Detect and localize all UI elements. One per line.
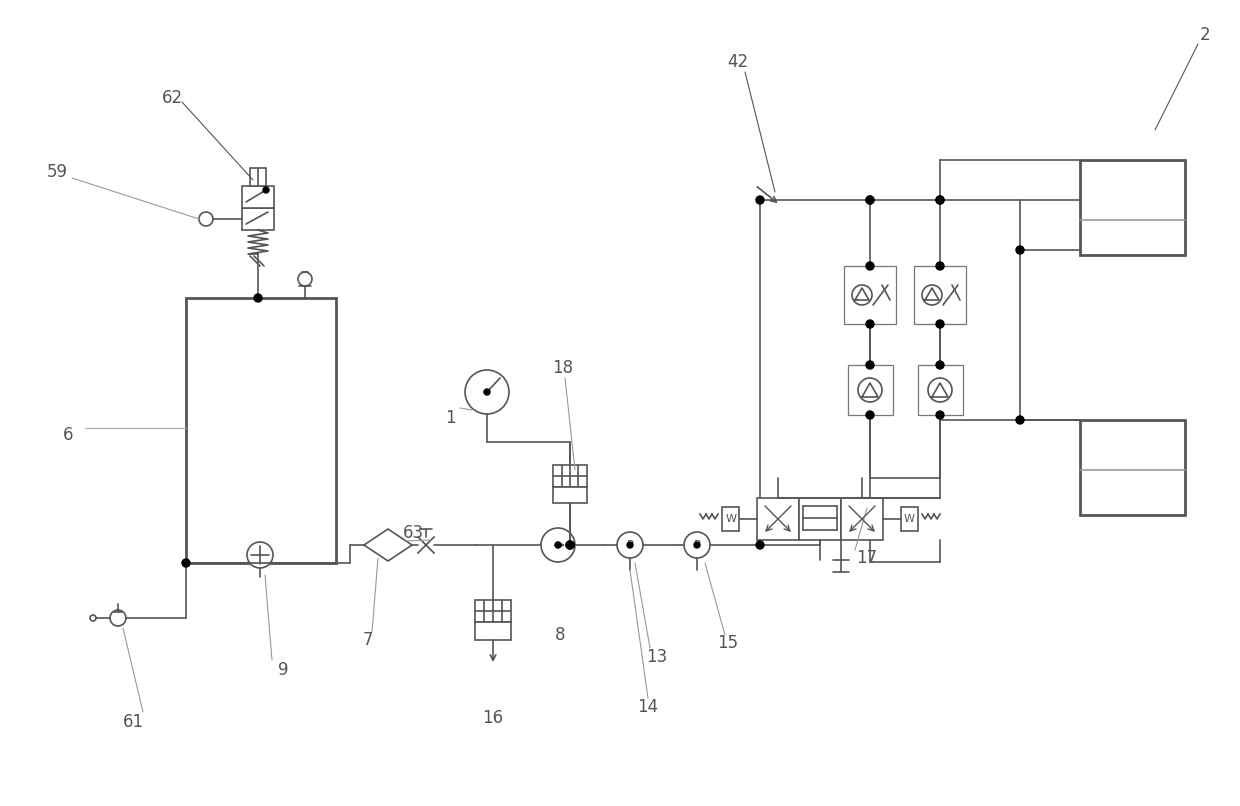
- Circle shape: [618, 532, 644, 558]
- Circle shape: [928, 378, 952, 402]
- Text: 6: 6: [63, 426, 73, 444]
- Circle shape: [858, 378, 882, 402]
- Text: 18: 18: [553, 359, 574, 377]
- Bar: [1080, 160, 1185, 255]
- Circle shape: [1016, 246, 1024, 254]
- Circle shape: [565, 541, 574, 549]
- Circle shape: [756, 196, 764, 204]
- Bar: [722, 507, 739, 531]
- Circle shape: [254, 294, 262, 302]
- Bar: [1080, 420, 1185, 515]
- Circle shape: [866, 320, 874, 328]
- Circle shape: [936, 196, 944, 204]
- Circle shape: [852, 285, 872, 305]
- Circle shape: [936, 196, 944, 204]
- Text: P: P: [626, 540, 634, 550]
- Bar: [242, 186, 274, 208]
- Circle shape: [936, 262, 944, 270]
- Text: 2: 2: [1199, 26, 1210, 44]
- Circle shape: [1016, 416, 1024, 424]
- Circle shape: [247, 542, 273, 568]
- Text: W: W: [904, 514, 915, 524]
- Bar: [250, 168, 267, 186]
- Text: 63: 63: [403, 524, 424, 542]
- Text: 7: 7: [363, 631, 373, 649]
- Text: W: W: [725, 514, 737, 524]
- Circle shape: [936, 361, 944, 369]
- Bar: [475, 622, 511, 640]
- Circle shape: [866, 196, 874, 204]
- Text: 15: 15: [718, 634, 739, 652]
- Bar: [553, 487, 587, 503]
- Circle shape: [556, 542, 560, 548]
- Text: 13: 13: [646, 648, 667, 666]
- Circle shape: [565, 541, 574, 549]
- Bar: [847, 365, 893, 415]
- Circle shape: [684, 532, 711, 558]
- Circle shape: [465, 370, 508, 414]
- Bar: [918, 365, 962, 415]
- Text: 61: 61: [123, 713, 144, 731]
- Text: 8: 8: [554, 626, 565, 644]
- Circle shape: [866, 411, 874, 419]
- Circle shape: [484, 389, 490, 395]
- Bar: [844, 266, 897, 324]
- Circle shape: [866, 196, 874, 204]
- Bar: [756, 498, 799, 540]
- Circle shape: [110, 610, 126, 626]
- Text: 42: 42: [728, 53, 749, 71]
- Bar: [914, 266, 966, 324]
- Circle shape: [263, 187, 269, 193]
- Circle shape: [298, 272, 312, 286]
- Circle shape: [756, 541, 764, 549]
- Bar: [553, 465, 587, 487]
- Circle shape: [91, 615, 95, 621]
- Bar: [799, 498, 841, 540]
- Circle shape: [541, 528, 575, 562]
- Text: 14: 14: [637, 698, 658, 716]
- Text: 16: 16: [482, 709, 503, 727]
- Circle shape: [198, 212, 213, 226]
- Circle shape: [936, 320, 944, 328]
- Circle shape: [627, 542, 632, 548]
- Bar: [186, 298, 336, 563]
- Text: 9: 9: [278, 661, 288, 679]
- Circle shape: [923, 285, 942, 305]
- Text: P: P: [693, 540, 701, 550]
- Text: 62: 62: [161, 89, 182, 107]
- Bar: [901, 507, 918, 531]
- Text: 59: 59: [47, 163, 67, 181]
- Bar: [841, 498, 883, 540]
- Bar: [475, 600, 511, 622]
- Circle shape: [182, 559, 190, 567]
- Circle shape: [694, 542, 701, 548]
- Text: 17: 17: [857, 549, 878, 567]
- Circle shape: [866, 262, 874, 270]
- Circle shape: [936, 411, 944, 419]
- Bar: [242, 208, 274, 230]
- Text: 1: 1: [445, 409, 455, 427]
- Circle shape: [866, 361, 874, 369]
